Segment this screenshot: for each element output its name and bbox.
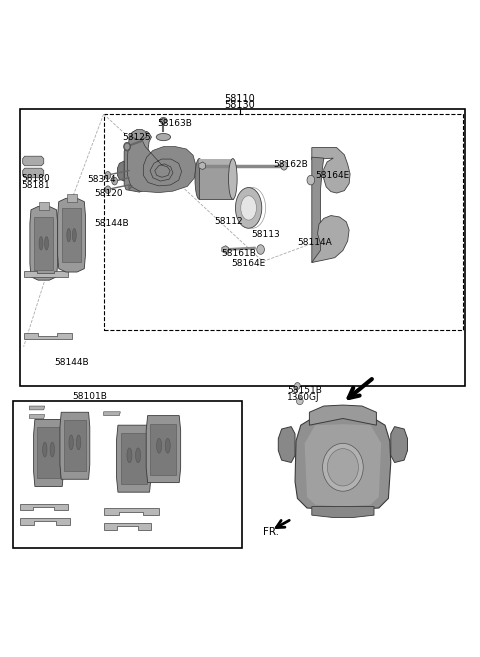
Ellipse shape: [323, 443, 363, 491]
Text: 58114A: 58114A: [298, 238, 332, 247]
Text: 58314: 58314: [87, 175, 116, 184]
Polygon shape: [312, 215, 349, 262]
Ellipse shape: [39, 237, 43, 250]
Polygon shape: [132, 131, 192, 191]
Ellipse shape: [195, 158, 204, 199]
Text: 58164E: 58164E: [316, 171, 350, 180]
Text: 58120: 58120: [94, 189, 123, 198]
Polygon shape: [20, 504, 68, 510]
Ellipse shape: [135, 448, 141, 463]
Text: 58113: 58113: [252, 230, 280, 238]
Ellipse shape: [105, 171, 111, 179]
Polygon shape: [199, 162, 205, 170]
Polygon shape: [30, 206, 58, 280]
Polygon shape: [34, 419, 63, 486]
Ellipse shape: [156, 133, 170, 141]
Polygon shape: [37, 428, 60, 478]
Text: 58162B: 58162B: [274, 160, 308, 170]
Ellipse shape: [105, 186, 111, 194]
Text: 58181: 58181: [21, 181, 49, 191]
Ellipse shape: [240, 196, 256, 220]
Polygon shape: [199, 158, 233, 166]
Text: 58130: 58130: [225, 101, 255, 110]
Ellipse shape: [76, 435, 81, 450]
Polygon shape: [29, 415, 45, 419]
Polygon shape: [278, 426, 295, 463]
Text: 58125: 58125: [122, 133, 150, 142]
Polygon shape: [391, 426, 408, 463]
Polygon shape: [295, 417, 391, 510]
Ellipse shape: [160, 118, 167, 122]
Polygon shape: [124, 143, 130, 150]
Ellipse shape: [257, 245, 264, 254]
Polygon shape: [131, 129, 147, 139]
Polygon shape: [23, 168, 44, 178]
Polygon shape: [124, 147, 145, 192]
Ellipse shape: [297, 398, 303, 405]
Polygon shape: [312, 507, 374, 518]
Text: 1360GJ: 1360GJ: [287, 394, 320, 402]
Text: 58151B: 58151B: [287, 386, 322, 396]
Ellipse shape: [67, 229, 71, 242]
Ellipse shape: [327, 449, 359, 486]
Ellipse shape: [295, 382, 300, 390]
Polygon shape: [58, 198, 85, 272]
Polygon shape: [312, 148, 350, 193]
Polygon shape: [160, 118, 166, 125]
Ellipse shape: [127, 448, 132, 463]
Text: 58161B: 58161B: [221, 250, 256, 258]
Ellipse shape: [236, 187, 262, 228]
Text: 58163B: 58163B: [157, 119, 192, 127]
Polygon shape: [104, 509, 158, 515]
Polygon shape: [39, 202, 49, 210]
Text: 58144B: 58144B: [95, 219, 129, 228]
Polygon shape: [104, 412, 120, 416]
Ellipse shape: [112, 177, 118, 185]
Polygon shape: [64, 420, 86, 471]
Text: 58112: 58112: [214, 217, 243, 226]
Polygon shape: [151, 424, 176, 474]
Ellipse shape: [281, 162, 288, 170]
Polygon shape: [34, 217, 53, 270]
Ellipse shape: [165, 438, 170, 453]
Polygon shape: [29, 406, 45, 410]
Ellipse shape: [45, 237, 48, 250]
Text: 58164E: 58164E: [231, 260, 265, 269]
Ellipse shape: [124, 143, 131, 151]
Ellipse shape: [156, 438, 162, 453]
Text: 58110: 58110: [225, 95, 255, 104]
Polygon shape: [312, 157, 324, 262]
Ellipse shape: [307, 175, 315, 185]
Polygon shape: [199, 158, 233, 199]
Text: 58180: 58180: [21, 174, 49, 183]
Text: 58101B: 58101B: [72, 392, 107, 401]
Polygon shape: [129, 185, 132, 190]
Text: 58144B: 58144B: [54, 357, 89, 367]
Ellipse shape: [43, 442, 47, 457]
Polygon shape: [118, 161, 124, 181]
Ellipse shape: [50, 442, 54, 457]
Ellipse shape: [228, 158, 237, 199]
Polygon shape: [20, 518, 70, 525]
Polygon shape: [305, 424, 381, 507]
Ellipse shape: [69, 435, 73, 450]
Polygon shape: [121, 433, 147, 484]
Polygon shape: [62, 208, 81, 262]
Polygon shape: [24, 271, 68, 277]
Text: FR.: FR.: [263, 527, 279, 537]
Polygon shape: [67, 194, 76, 202]
Polygon shape: [310, 405, 376, 425]
Polygon shape: [23, 156, 44, 166]
Polygon shape: [117, 425, 151, 492]
Polygon shape: [24, 333, 72, 339]
Polygon shape: [60, 412, 90, 479]
Polygon shape: [146, 416, 180, 483]
Polygon shape: [104, 523, 152, 530]
Ellipse shape: [72, 229, 76, 242]
Polygon shape: [222, 246, 228, 254]
Polygon shape: [128, 130, 196, 193]
